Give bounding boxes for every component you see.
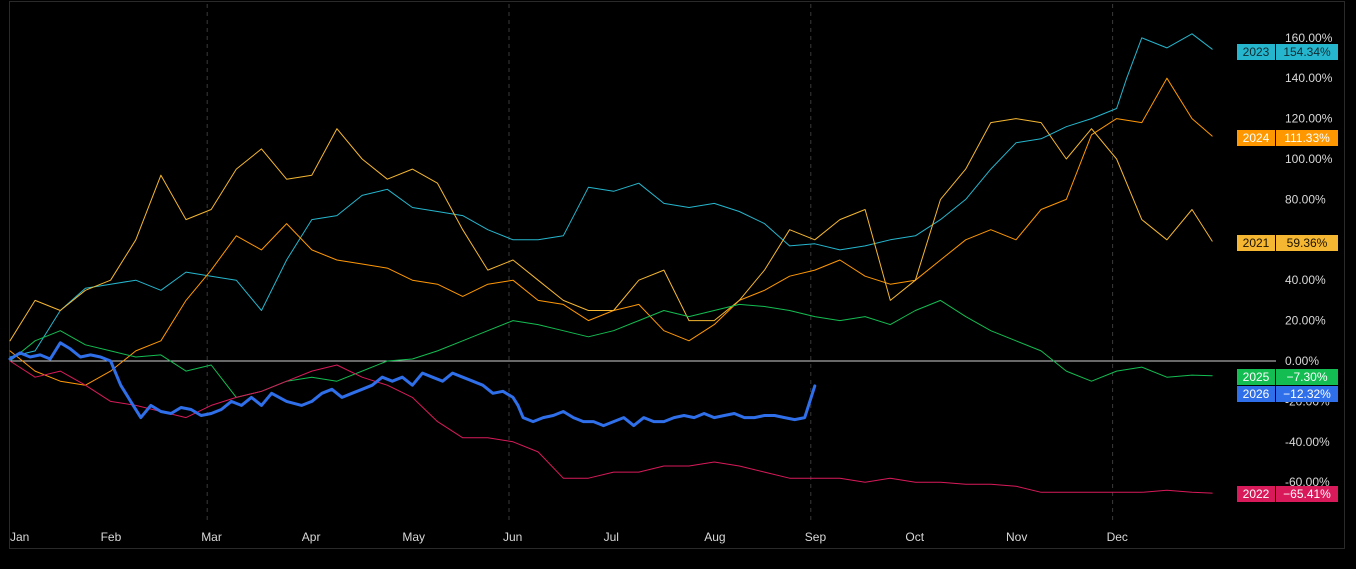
y-tick-label: 160.00% [1285,31,1333,45]
tag-year-box [1237,369,1275,385]
y-tick-label: 80.00% [1285,192,1326,206]
tag-year-label: 2026 [1243,387,1270,401]
x-tick-label: Jan [10,530,29,544]
value-tag-2021: 2021 59.36% [1237,235,1338,251]
tag-year-box [1237,486,1275,502]
x-tick-label: Aug [704,530,725,544]
x-tick-label: Jun [503,530,522,544]
tag-year-box [1237,130,1275,146]
x-tick-label: Oct [905,530,924,544]
y-tick-label: 140.00% [1285,71,1333,85]
x-tick-label: Feb [101,530,122,544]
tag-value-box [1276,44,1338,60]
value-tag-2025: 2025 −7.30% [1237,369,1338,385]
tag-value-box [1276,369,1338,385]
y-tick-label: 100.00% [1285,152,1333,166]
x-tick-label: Jul [604,530,619,544]
y-tick-label: 0.00% [1285,354,1319,368]
y-axis-labels: 160.00% 140.00% 120.00% 100.00% 80.00% 40.00%… [1285,31,1333,489]
x-tick-label: Mar [201,530,222,544]
x-tick-label: Dec [1107,530,1128,544]
tag-year-box [1237,44,1275,60]
series-line-2026 [8,341,817,428]
tag-year-label: 2024 [1243,131,1270,145]
tag-value-label: −7.30% [1286,370,1327,384]
value-tag-2024: 2024 111.33% [1237,130,1338,146]
tag-value-box [1276,235,1338,251]
tag-value-label: 59.36% [1287,236,1328,250]
series-line-2022 [9,360,1213,494]
tag-value-label: −12.32% [1283,387,1331,401]
chart-frame [9,1,1345,549]
x-tick-label: May [402,530,425,544]
tag-value-box [1276,386,1338,402]
tag-year-label: 2021 [1243,236,1270,250]
tag-year-label: 2025 [1243,370,1270,384]
y-tick-label: -60.00% [1285,475,1330,489]
series-line-2024 [9,77,1213,386]
value-tag-2026: 2026 −12.32% [1237,386,1338,402]
x-tick-label: Nov [1006,530,1027,544]
y-tick-label: 40.00% [1285,273,1326,287]
x-axis-labels: Jan Feb Mar Apr May Jun Jul Aug Sep Oct Nov Dec [10,530,1128,544]
tag-value-box [1276,486,1338,502]
series-line-2023 [9,33,1213,358]
series-line-2025 [9,299,1213,398]
tag-value-label: 111.33% [1284,131,1330,145]
x-tick-label: Sep [805,530,827,544]
value-tag-2023: 2023 154.34% [1237,44,1338,60]
tag-year-label: 2023 [1243,45,1270,59]
tag-year-box [1237,386,1275,402]
series-lines [8,33,1213,494]
x-tick-label: Apr [302,530,321,544]
series-value-tags: 2023 154.34% 2024 111.33% 2021 59.36% 2025 −7.3… [1237,44,1338,502]
grid-lines [206,4,1114,524]
y-tick-label: 20.00% [1285,314,1326,328]
tag-value-label: 154.34% [1283,45,1331,59]
series-line-2021 [9,118,1213,342]
tag-value-label: −65.41% [1283,487,1331,501]
value-tag-2022: 2022 −65.41% [1237,486,1338,502]
tag-value-box [1276,130,1338,146]
y-tick-label: -40.00% [1285,435,1330,449]
y-tick-label: 120.00% [1285,112,1333,126]
tag-year-box [1237,235,1275,251]
tag-year-label: 2022 [1243,487,1270,501]
